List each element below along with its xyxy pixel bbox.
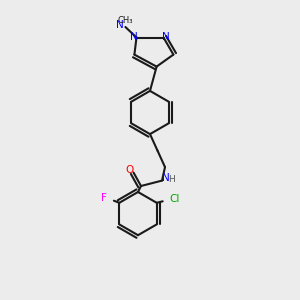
Text: F: F	[101, 193, 107, 203]
Text: Cl: Cl	[169, 194, 180, 204]
Text: O: O	[126, 165, 134, 175]
Text: H: H	[168, 176, 175, 184]
Text: N: N	[116, 20, 124, 31]
Text: N: N	[162, 32, 170, 43]
Text: N: N	[162, 173, 170, 183]
Text: CH₃: CH₃	[118, 16, 133, 25]
Text: N: N	[130, 32, 138, 43]
